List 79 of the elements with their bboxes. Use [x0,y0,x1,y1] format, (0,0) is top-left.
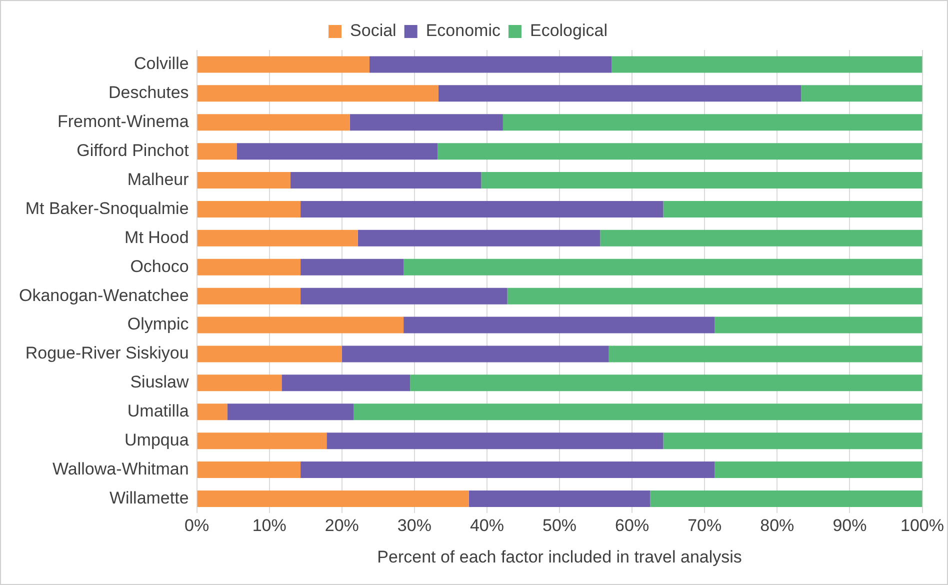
bar [227,404,354,420]
bar [197,490,469,507]
bar [354,404,922,420]
y-tick-label: Gifford Pinchot [76,141,190,160]
bar [468,490,650,507]
x-tick-label: 60% [615,516,650,536]
bar [600,230,922,246]
y-tick-label: Siuslaw [130,372,190,392]
bar [369,56,612,73]
bar [714,462,922,478]
bar [801,85,922,102]
x-tick-label: 10% [252,516,286,536]
bar [358,230,600,246]
bar [502,114,922,131]
bar [290,172,482,189]
y-tick-label: Malheur [127,170,190,189]
bar [197,143,237,160]
y-tick-label: Deschutes [108,83,189,102]
bar [326,432,664,450]
x-tick-label: 20% [324,516,359,536]
y-tick-label: Okanogan-Wenatchee [18,286,189,305]
y-tick-label: Rogue-River Siskiyou [25,344,189,363]
y-tick-label: Mt Hood [124,228,189,247]
x-tick-label: 70% [688,516,722,536]
bar [197,230,358,246]
legend-label: Ecological [530,21,608,40]
bar [438,85,802,102]
bar [300,288,508,304]
bar [404,258,922,276]
x-tick-label: 100% [900,516,944,536]
x-tick-label: 0% [184,516,210,536]
y-tick-label: Ochoco [130,256,189,276]
y-tick-label: Umpqua [124,430,190,450]
bar [197,114,350,131]
x-tick-label: 90% [832,516,867,536]
bar [410,374,922,392]
bar [404,316,715,334]
bar [197,404,228,420]
bar [197,462,301,478]
y-tick-label: Olympic [127,314,190,334]
bar [663,200,922,218]
bar [300,200,664,218]
bar [197,432,327,450]
bar [608,346,922,362]
y-tick-label: Umatilla [127,402,190,421]
bar [197,85,438,102]
bar [650,490,922,507]
legend-label: Economic [426,21,501,40]
bar [300,462,715,478]
bar [197,56,370,73]
bar [197,200,301,218]
x-axis-title: Percent of each factor included in travel analysis [377,547,742,566]
bar [197,258,301,276]
bar [507,288,922,304]
y-tick-label: Colville [134,54,189,74]
bar [197,374,282,392]
y-tick-label: Fremont-Winema [57,112,190,132]
x-tick-label: 40% [470,516,504,536]
legend-label: Social [350,21,396,40]
y-tick-label: Mt Baker-Snoqualmie [25,198,189,218]
x-tick-label: 80% [760,516,794,536]
x-tick-label: 30% [397,516,432,536]
bar [197,172,290,189]
bar [612,56,922,73]
bar [282,374,410,392]
y-tick-label: Wallowa-Whitman [52,459,189,478]
bar [663,432,922,450]
bar [714,316,922,334]
bar [438,143,922,160]
bar [300,258,404,276]
bar [197,346,342,362]
bar [342,346,609,362]
y-tick-label: Willamette [109,488,189,508]
bar [197,288,301,304]
bar [197,316,404,334]
x-tick-label: 50% [542,516,577,536]
bar [481,172,922,189]
bar [236,143,438,160]
bar [350,114,503,131]
